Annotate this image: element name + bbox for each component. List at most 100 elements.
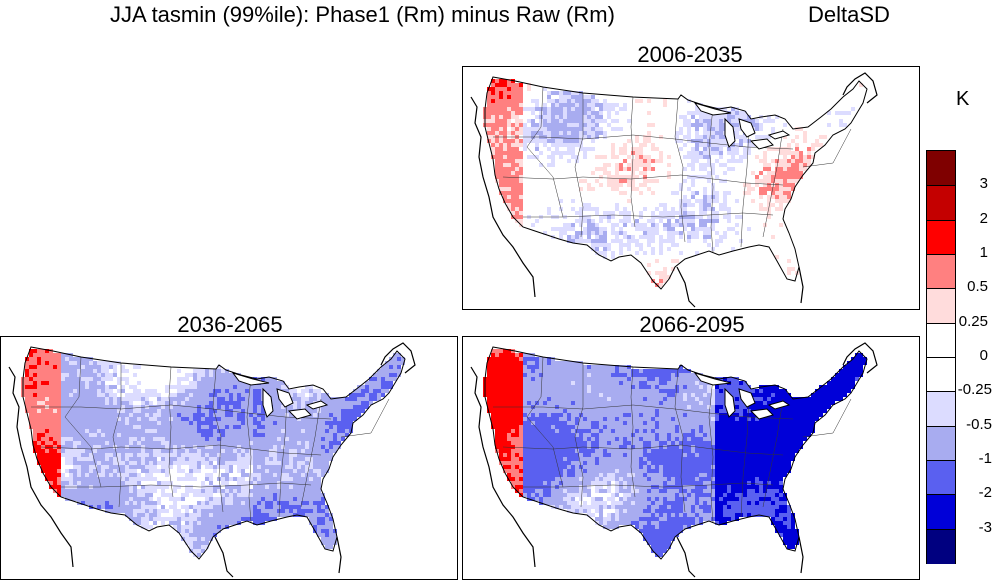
data-cell bbox=[237, 421, 241, 425]
data-cell bbox=[647, 377, 651, 381]
data-cell bbox=[33, 361, 37, 365]
data-cell bbox=[137, 365, 141, 369]
data-cell bbox=[249, 437, 253, 441]
data-cell bbox=[297, 493, 301, 497]
data-cell bbox=[333, 417, 337, 421]
data-cell bbox=[289, 485, 293, 489]
data-cell bbox=[659, 381, 663, 385]
data-cell bbox=[145, 505, 149, 509]
data-cell bbox=[727, 167, 731, 171]
data-cell bbox=[149, 453, 153, 457]
data-cell bbox=[591, 119, 595, 123]
data-cell bbox=[507, 91, 511, 95]
data-cell bbox=[205, 377, 209, 381]
data-cell bbox=[261, 493, 265, 497]
data-cell bbox=[269, 481, 273, 485]
data-cell bbox=[181, 409, 185, 413]
data-cell bbox=[595, 179, 599, 183]
data-cell bbox=[297, 501, 301, 505]
data-cell bbox=[85, 413, 89, 417]
data-cell bbox=[695, 381, 699, 385]
data-cell bbox=[73, 429, 77, 433]
data-cell bbox=[767, 195, 771, 199]
data-cell bbox=[539, 377, 543, 381]
data-cell bbox=[377, 389, 381, 393]
data-cell bbox=[125, 417, 129, 421]
data-cell bbox=[201, 397, 205, 401]
data-cell bbox=[89, 429, 93, 433]
data-cell bbox=[619, 163, 623, 167]
data-cell bbox=[85, 365, 89, 369]
data-cell bbox=[747, 119, 751, 123]
data-cell bbox=[261, 409, 265, 413]
data-cell bbox=[655, 393, 659, 397]
data-cell bbox=[687, 373, 691, 377]
data-cell bbox=[333, 397, 337, 401]
data-cell bbox=[245, 389, 249, 393]
data-cell bbox=[783, 199, 787, 203]
data-cell bbox=[149, 433, 153, 437]
data-cell bbox=[225, 373, 229, 377]
data-cell bbox=[245, 449, 249, 453]
data-cell bbox=[253, 461, 257, 465]
data-cell bbox=[157, 433, 161, 437]
data-cell bbox=[321, 457, 325, 461]
data-cell bbox=[109, 485, 113, 489]
data-cell bbox=[105, 461, 109, 465]
data-cell bbox=[269, 517, 273, 521]
data-cell bbox=[503, 361, 507, 365]
data-cell bbox=[687, 135, 691, 139]
data-cell bbox=[53, 445, 57, 449]
data-cell bbox=[495, 389, 499, 393]
data-cell bbox=[571, 385, 575, 389]
data-cell bbox=[519, 143, 523, 147]
data-cell bbox=[643, 235, 647, 239]
data-cell bbox=[257, 457, 261, 461]
data-cell bbox=[113, 397, 117, 401]
data-cell bbox=[599, 243, 603, 247]
data-cell bbox=[607, 179, 611, 183]
data-cell bbox=[81, 465, 85, 469]
data-cell bbox=[659, 243, 663, 247]
data-cell bbox=[297, 425, 301, 429]
data-cell bbox=[225, 481, 229, 485]
data-cell bbox=[117, 389, 121, 393]
data-cell bbox=[699, 215, 703, 219]
data-cell bbox=[161, 517, 165, 521]
data-cell bbox=[137, 493, 141, 497]
data-cell bbox=[503, 179, 507, 183]
data-cell bbox=[93, 489, 97, 493]
data-cell bbox=[647, 385, 651, 389]
data-cell bbox=[511, 103, 515, 107]
data-cell bbox=[519, 107, 523, 111]
data-cell bbox=[831, 385, 835, 389]
data-cell bbox=[97, 445, 101, 449]
data-cell bbox=[515, 373, 519, 377]
data-cell bbox=[293, 509, 297, 513]
data-cell bbox=[241, 381, 245, 385]
data-cell bbox=[381, 373, 385, 377]
data-cell bbox=[181, 505, 185, 509]
data-cell bbox=[487, 131, 491, 135]
data-cell bbox=[253, 485, 257, 489]
data-cell bbox=[193, 373, 197, 377]
data-cell bbox=[679, 381, 683, 385]
data-cell bbox=[217, 413, 221, 417]
data-cell bbox=[281, 493, 285, 497]
data-cell bbox=[205, 477, 209, 481]
data-cell bbox=[41, 361, 45, 365]
data-cell bbox=[487, 377, 491, 381]
data-cell bbox=[313, 517, 317, 521]
data-cell bbox=[281, 413, 285, 417]
data-cell bbox=[161, 469, 165, 473]
data-cell bbox=[727, 377, 731, 381]
data-cell bbox=[723, 195, 727, 199]
data-cell bbox=[751, 123, 755, 127]
data-cell bbox=[723, 139, 727, 143]
data-cell bbox=[65, 493, 69, 497]
data-cell bbox=[157, 413, 161, 417]
data-cell bbox=[595, 385, 599, 389]
data-cell bbox=[65, 409, 69, 413]
data-cell bbox=[663, 203, 667, 207]
data-cell bbox=[129, 509, 133, 513]
